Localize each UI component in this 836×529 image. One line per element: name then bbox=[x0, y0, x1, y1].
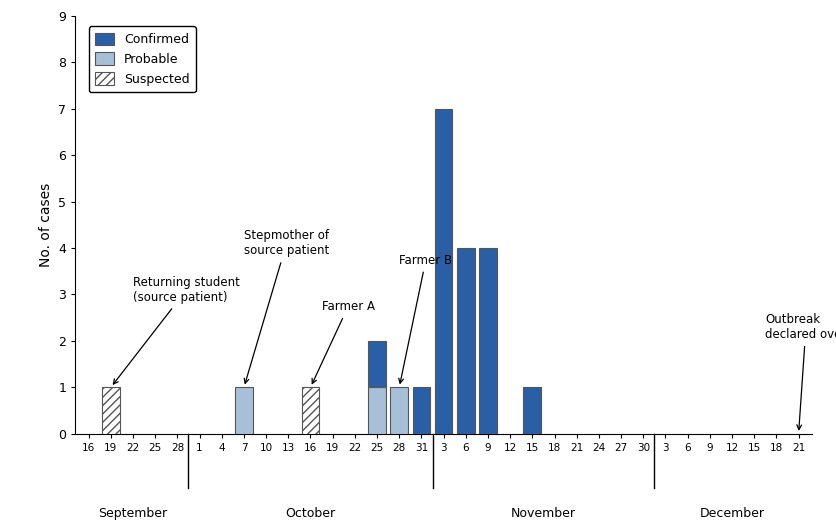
Legend: Confirmed, Probable, Suspected: Confirmed, Probable, Suspected bbox=[89, 26, 196, 92]
Bar bbox=[412, 387, 430, 434]
Bar bbox=[390, 387, 408, 434]
Bar bbox=[434, 109, 452, 434]
Y-axis label: No. of cases: No. of cases bbox=[38, 183, 53, 267]
Bar bbox=[368, 341, 385, 387]
Bar bbox=[456, 248, 474, 434]
Bar bbox=[301, 387, 319, 434]
Bar bbox=[235, 387, 252, 434]
Text: October: October bbox=[285, 507, 335, 520]
Text: September: September bbox=[99, 507, 167, 520]
Text: December: December bbox=[699, 507, 763, 520]
Text: Stepmother of
source patient: Stepmother of source patient bbox=[243, 230, 329, 384]
Text: Outbreak
declared over: Outbreak declared over bbox=[764, 313, 836, 430]
Text: November: November bbox=[510, 507, 575, 520]
Bar bbox=[368, 387, 385, 434]
Text: Returning student
(source patient): Returning student (source patient) bbox=[113, 276, 240, 384]
Bar bbox=[102, 387, 120, 434]
Text: Farmer B: Farmer B bbox=[398, 253, 451, 383]
Bar bbox=[478, 248, 497, 434]
Bar bbox=[522, 387, 541, 434]
Text: Farmer A: Farmer A bbox=[312, 300, 375, 384]
